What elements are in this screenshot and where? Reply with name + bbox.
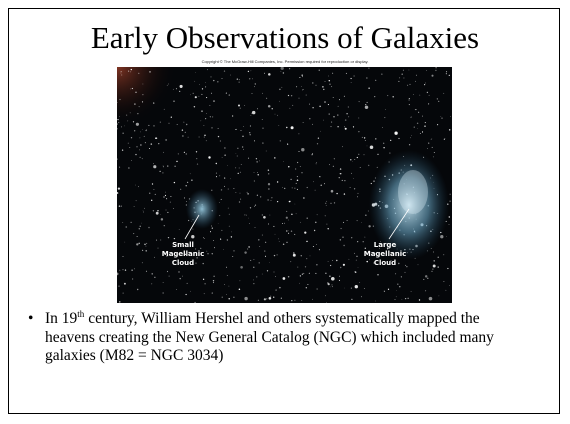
bullet-item: • In 19th century, William Hershel and o… — [28, 308, 528, 366]
bullet-dot: • — [28, 310, 34, 327]
star-field-photo: Small Magellanic Cloud Large Magellanic … — [117, 67, 452, 303]
slide-title: Early Observations of Galaxies — [90, 20, 480, 55]
text: century, William Hershel and others syst… — [45, 310, 494, 364]
label-line: Large — [374, 241, 397, 249]
text: In 19 — [45, 310, 78, 327]
small-cloud-label: Small Magellanic Cloud — [162, 241, 205, 267]
large-cloud-label: Large Magellanic Cloud — [364, 241, 407, 267]
copyright: Copyright © The McGraw-Hill Companies, I… — [201, 59, 369, 64]
slide-border — [8, 8, 560, 414]
bullet-text: In 19th century, William Hershel and oth… — [45, 308, 528, 366]
label-line: Cloud — [172, 259, 194, 267]
label-line: Cloud — [374, 259, 396, 267]
label-line: Small — [172, 241, 194, 249]
superscript: th — [77, 308, 85, 319]
label-line: Magellanic — [162, 250, 205, 258]
label-line: Magellanic — [364, 250, 407, 258]
